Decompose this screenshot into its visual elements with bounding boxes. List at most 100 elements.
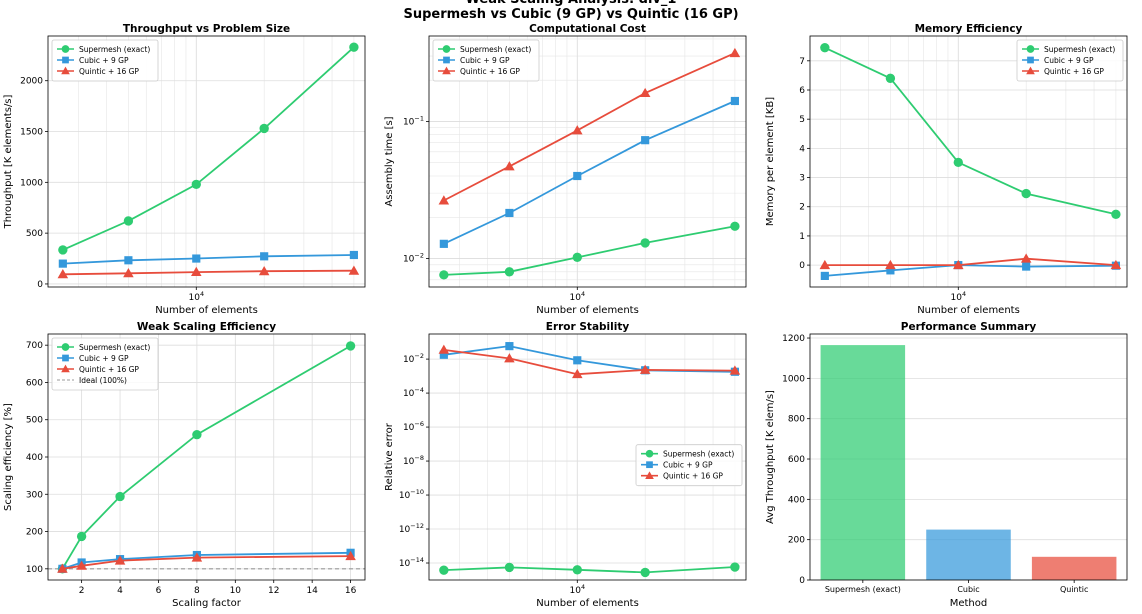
series-supermesh <box>58 42 359 255</box>
legend-marker <box>61 45 70 53</box>
legend-frame <box>51 337 159 391</box>
y-tick-label: 2 <box>799 203 805 213</box>
y-axis-label: Relative error <box>384 422 395 491</box>
y-tick-label: 1000 <box>782 374 805 384</box>
legend: Supermesh (exact) Cubic + 9 GP Quintic + 1… <box>1016 39 1124 82</box>
y-tick-label: 1000 <box>20 178 43 188</box>
legend-marker <box>1026 66 1035 75</box>
data-point-quintic <box>57 563 68 573</box>
data-point-quintic <box>504 161 515 171</box>
data-point-quintic <box>885 259 896 270</box>
plot-frame <box>47 333 366 581</box>
data-point-quintic <box>114 555 126 565</box>
x-tick-label: 16 <box>345 586 357 596</box>
bar-quintic <box>1031 556 1117 580</box>
y-axis-label: Throughput [K elements/s] <box>3 94 14 229</box>
data-point-quintic <box>345 550 356 561</box>
y-tick-label: 300 <box>26 490 43 500</box>
data-point-supermesh <box>572 565 582 575</box>
legend-marker <box>61 66 70 75</box>
data-point-cubic <box>260 252 269 261</box>
legend: Supermesh (exact) Cubic + 9 GP Quintic + 1… <box>51 337 159 391</box>
data-point-supermesh <box>115 491 125 502</box>
y-tick-label: 10−1 <box>403 114 424 127</box>
data-point-quintic <box>504 353 515 363</box>
legend-label: Quintic + 16 GP <box>1044 67 1104 76</box>
chart-memory: 0 1 2 3 4 5 6 7 104 Memory Efficiency Number of el… <box>765 23 1128 316</box>
data-point-cubic <box>439 350 448 359</box>
series-cubic <box>439 96 739 248</box>
x-tick-label: Cubic <box>957 585 979 594</box>
plot-frame <box>809 35 1128 288</box>
data-point-supermesh <box>191 179 201 190</box>
data-point-quintic <box>123 268 134 278</box>
y-tick-label: 7 <box>799 57 805 67</box>
plot-frame <box>809 333 1128 581</box>
x-tick-label: 104 <box>188 290 204 303</box>
legend-marker <box>442 45 451 53</box>
x-tick-label: 104 <box>569 290 585 303</box>
data-point-quintic <box>639 364 651 374</box>
chart-title: Performance Summary <box>901 321 1037 333</box>
legend-marker <box>62 56 69 64</box>
data-point-supermesh <box>349 42 359 52</box>
legend-label: Supermesh (exact) <box>79 343 150 352</box>
data-point-supermesh <box>345 341 356 351</box>
y-tick-label: 500 <box>26 229 43 239</box>
y-tick-label: 200 <box>26 528 43 538</box>
data-point-cubic <box>820 271 829 280</box>
series-quintic <box>57 550 356 573</box>
y-axis-label: Scaling efficiency [%] <box>3 403 14 511</box>
data-point-cubic <box>505 342 514 351</box>
data-point-supermesh <box>1021 188 1031 199</box>
data-point-quintic <box>191 266 202 277</box>
data-point-cubic <box>124 256 133 265</box>
y-tick-label: 1500 <box>20 128 43 138</box>
data-point-quintic <box>191 552 203 562</box>
y-tick-label: 800 <box>788 415 805 425</box>
data-point-supermesh <box>1111 209 1121 220</box>
data-point-supermesh <box>640 238 650 248</box>
chart-title: Error Stability <box>546 321 630 333</box>
data-point-cubic <box>349 250 358 260</box>
legend-label: Ideal (100%) <box>79 376 127 385</box>
data-point-supermesh <box>504 562 515 573</box>
data-point-quintic <box>639 87 651 98</box>
data-point-cubic <box>573 356 582 365</box>
series-supermesh <box>439 562 740 578</box>
legend-frame <box>432 39 540 82</box>
x-tick-label: 104 <box>950 290 966 303</box>
data-point-quintic <box>348 265 360 275</box>
x-axis-label: Scaling factor <box>172 598 242 609</box>
data-point-supermesh <box>439 270 449 280</box>
legend-marker <box>61 364 70 373</box>
x-tick-label: 104 <box>569 583 585 596</box>
y-tick-label: 10−8 <box>403 454 424 467</box>
y-tick-label: 1200 <box>782 334 805 344</box>
y-tick-label: 0 <box>799 576 805 586</box>
legend-marker <box>1026 45 1035 53</box>
legend: Supermesh (exact) Cubic + 9 GP Quintic + 1… <box>432 39 540 82</box>
chart-throughput: 0 500 1000 1500 2000 104 Throughput vs Problem… <box>3 23 366 316</box>
legend-label: Cubic + 9 GP <box>79 56 129 65</box>
x-tick-label: 10 <box>230 586 242 596</box>
data-point-cubic <box>730 96 739 106</box>
chart-title: Throughput vs Problem Size <box>123 23 290 35</box>
y-tick-label: 1 <box>799 232 805 242</box>
legend-label: Supermesh (exact) <box>460 45 531 54</box>
data-point-quintic <box>729 365 741 375</box>
data-point-cubic <box>641 136 650 145</box>
legend-marker <box>62 354 69 362</box>
data-point-supermesh <box>953 157 963 168</box>
data-point-quintic <box>819 259 831 270</box>
y-tick-label: 200 <box>788 536 805 546</box>
y-tick-label: 10−12 <box>399 522 424 535</box>
legend-label: Quintic + 16 GP <box>79 67 139 76</box>
legend-frame <box>635 444 743 487</box>
series-supermesh <box>439 221 740 280</box>
bar-supermesh-exact <box>820 345 906 580</box>
chart-error: 10−14 10−12 10−10 10−8 10−6 10−4 10−2 104 Error … <box>384 321 747 609</box>
x-tick-label: 4 <box>117 586 123 596</box>
legend-label: Cubic + 9 GP <box>663 461 713 470</box>
